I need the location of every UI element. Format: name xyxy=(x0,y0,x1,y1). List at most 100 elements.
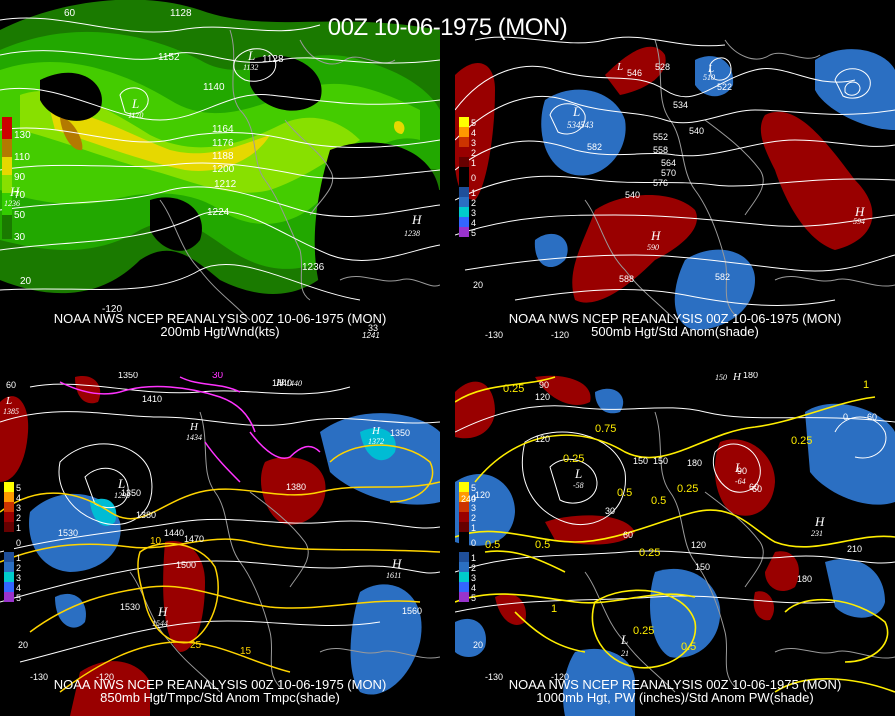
high-value: 1611 xyxy=(386,571,401,580)
anomaly-negative xyxy=(815,49,895,131)
legend-label: 4 xyxy=(471,583,476,593)
low-value: 1293 xyxy=(114,491,130,500)
pw-label: 0.25 xyxy=(503,383,524,395)
pw-label: 0.5 xyxy=(617,487,632,499)
high-marker: H xyxy=(411,212,422,227)
pw-label: 0.5 xyxy=(681,641,696,653)
anomaly-positive xyxy=(753,591,775,621)
high-marker: H xyxy=(275,377,285,389)
lon-label: -130 xyxy=(485,672,503,682)
contour-label: 90 xyxy=(539,380,549,390)
contour-label: 1500 xyxy=(176,560,196,570)
legend-label: 1 xyxy=(471,553,476,563)
anomaly-negative xyxy=(55,593,86,628)
legend-label: 2 xyxy=(16,563,21,573)
low-marker: L xyxy=(131,96,139,111)
contour-label: 1410 xyxy=(142,394,162,404)
anomaly-negative xyxy=(534,233,568,268)
page-title: 00Z 10-06-1975 (MON) xyxy=(327,14,568,41)
legend-label: 1 xyxy=(16,553,21,563)
legend-label: 4 xyxy=(471,493,476,503)
anomaly-positive xyxy=(495,593,526,625)
pw-label: 0.5 xyxy=(535,539,550,551)
low-value: -58 xyxy=(573,481,584,490)
panel-caption-source: NOAA NWS NCEP REANALYSIS 00Z 10-06-1975 … xyxy=(53,311,387,326)
contour-label: 180 xyxy=(743,372,758,380)
contour-label: 1212 xyxy=(214,179,237,190)
contour-label: 1164 xyxy=(212,124,234,135)
contour-label: 1140 xyxy=(203,82,225,93)
panel-caption-source: NOAA NWS NCEP REANALYSIS 00Z 10-06-1975 … xyxy=(508,311,842,326)
low-value: 543 xyxy=(580,120,594,130)
high-value: 231 xyxy=(811,529,823,538)
wind-shade-110 xyxy=(50,110,270,171)
legend-label: 1 xyxy=(471,523,476,533)
contour-label: 60 xyxy=(867,412,877,422)
lat-label: 20 xyxy=(473,640,483,650)
legend-label: 110 xyxy=(14,152,30,163)
contour-label: 180 xyxy=(687,458,702,468)
lat-label: 20 xyxy=(18,640,28,650)
anomaly-negative xyxy=(825,558,885,618)
anomaly-negative xyxy=(563,648,635,716)
high-value: 590 xyxy=(647,243,659,252)
high-value: 1544 xyxy=(152,619,168,628)
panel-500mb: 5 4 3 2 1 0 1 2 3 4 5 528 546 534 540 52… xyxy=(455,0,895,340)
legend-label: 30 xyxy=(14,232,26,243)
lat-label: 20 xyxy=(473,280,483,290)
contour-label: 582 xyxy=(587,142,602,152)
low-value: 534 xyxy=(567,120,581,130)
high-value: 1236 xyxy=(4,199,20,208)
legend-label: 1 xyxy=(471,188,476,198)
pw-label: 0.5 xyxy=(485,539,500,551)
contour-label: 1224 xyxy=(207,207,230,218)
legend-label: 90 xyxy=(14,172,26,183)
low-marker: L xyxy=(616,61,623,73)
legend-label: 0 xyxy=(471,173,476,183)
high-marker: H xyxy=(650,228,661,243)
coastlines xyxy=(584,39,895,321)
low-marker: L xyxy=(620,632,628,647)
contour-label: 564 xyxy=(661,158,676,168)
contour-label: 534 xyxy=(673,100,688,110)
legend-850mb xyxy=(4,482,14,602)
contour-label: 150 xyxy=(633,456,648,466)
contour-label: 120 xyxy=(691,540,706,550)
contour-label: 582 xyxy=(715,272,730,282)
anomaly-negative xyxy=(805,403,895,505)
anomaly-negative xyxy=(350,584,422,695)
corner-label: 33 xyxy=(368,323,378,333)
contour-label: 120 xyxy=(475,490,490,500)
high-marker: H xyxy=(157,604,168,619)
pw-label: 1 xyxy=(863,379,869,391)
high-marker: H xyxy=(9,184,20,199)
anomaly-positive xyxy=(760,111,873,250)
legend-label: 70 xyxy=(14,190,26,201)
panel-1000mb: 5 4 3 2 1 0 1 2 3 4 5 120 90 120 150 180… xyxy=(455,372,895,716)
low-value: 21 xyxy=(621,649,629,658)
high-value: 1238 xyxy=(404,229,420,238)
low-value: 1170 xyxy=(128,111,143,120)
contour-label: 1188 xyxy=(212,151,234,162)
high-value: 1434 xyxy=(186,433,202,442)
low-marker: L xyxy=(707,63,714,75)
anomaly-negative xyxy=(541,89,626,176)
legend-label: 2 xyxy=(471,148,476,158)
legend-label: 2 xyxy=(471,513,476,523)
high-value: 150 xyxy=(715,373,727,382)
anomaly-negative xyxy=(595,388,624,414)
contour-label: 1380 xyxy=(286,482,306,492)
legend-label: 5 xyxy=(471,593,476,603)
low-marker: L xyxy=(5,395,12,407)
anomaly-positive xyxy=(572,195,697,303)
lon-label: -120 xyxy=(551,330,569,340)
legend-200mb xyxy=(2,117,12,239)
legend-label: 2 xyxy=(471,198,476,208)
legend-label: 4 xyxy=(16,583,21,593)
contour-label: 1530 xyxy=(58,528,78,538)
anomaly-positive xyxy=(0,396,29,482)
low-value: -64 xyxy=(735,477,746,486)
anomaly-negative-light xyxy=(90,498,117,526)
temp-label: 25 xyxy=(190,640,202,651)
legend-label: 5 xyxy=(471,483,476,493)
